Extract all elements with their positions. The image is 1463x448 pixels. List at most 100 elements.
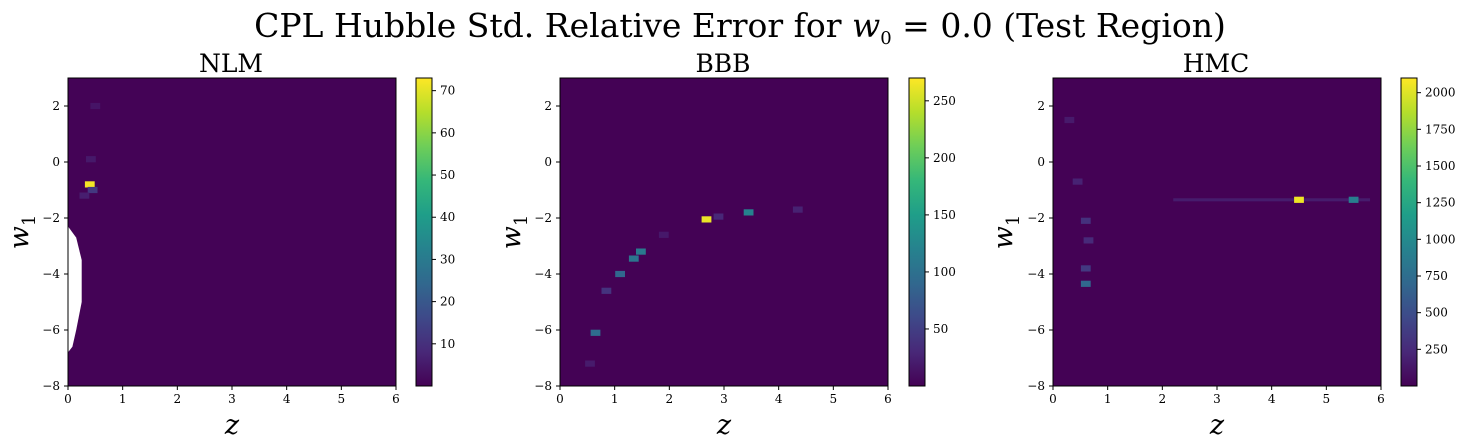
y-tick-label: −6 [534,323,552,337]
heatmap-cell-4 [615,270,625,278]
heatmap-cell-0 [84,181,95,188]
colorbar [416,78,432,386]
y-tick-label: 2 [52,99,60,113]
panel-title: HMC [1183,49,1250,78]
colorbar-tick-label: 100 [933,265,956,279]
colorbar [1401,78,1417,386]
colorbar-tick-label: 30 [440,252,455,266]
y-tick-label: −4 [42,267,60,281]
x-tick-label: 1 [1104,392,1112,406]
heatmap-cell-8 [792,206,803,213]
panel-hmc: HMC 0 1 2 3 4 5 6 2 0 −2 −4 −6 −8 z w1 250 500 750 1000 1250… [988,49,1456,441]
colorbar-tick-label: 2000 [1425,86,1456,100]
colorbar-tick-label: 50 [440,168,455,182]
x-tick-label: 0 [64,392,72,406]
colorbar-tick-label: 250 [933,94,956,108]
panel-title: BBB [695,49,750,78]
colorbar [909,78,925,386]
x-tick-label: 3 [1213,392,1221,406]
y-tick-label: 0 [52,155,60,169]
x-tick-label: 4 [283,392,291,406]
y-tick-label: 0 [544,155,552,169]
x-tick-label: 3 [228,392,236,406]
y-tick-label: −2 [534,211,552,225]
colorbar-tick-label: 1250 [1425,196,1456,210]
panel-title: NLM [199,49,263,78]
x-axis-label: z [224,410,240,441]
x-tick-label: 1 [119,392,127,406]
colorbar-tick-label: 1500 [1425,159,1456,173]
heatmap-cell-2 [79,192,90,199]
y-tick-label: −2 [42,211,60,225]
heatmap-cell-1 [1348,196,1359,203]
heatmap-cell-5 [590,329,601,336]
heatmap-cell-1 [87,186,98,194]
y-axis-label: w1 [988,215,1024,250]
heatmap-cell-3 [86,156,96,163]
y-tick-label: 2 [1037,99,1045,113]
heatmap-cell-3 [1080,217,1091,224]
heatmap-cell-0 [1294,196,1304,203]
colorbar-tick-label: 60 [440,126,455,140]
x-tick-label: 5 [1323,392,1331,406]
y-tick-label: −4 [534,267,552,281]
x-tick-label: 4 [1268,392,1276,406]
colorbar-frame [1400,77,1418,387]
x-tick-label: 2 [1159,392,1167,406]
y-tick-label: −6 [42,323,60,337]
colorbar-tick-label: 20 [440,295,455,309]
colorbar-frame [908,77,926,387]
y-tick-label: 0 [1037,155,1045,169]
y-tick-label: 2 [544,99,552,113]
heatmap-cell-10 [658,231,669,238]
x-tick-label: 0 [1049,392,1057,406]
heatmap-cell-4 [90,102,101,110]
heatmap-field [560,78,888,386]
missing-data-region [68,226,82,353]
colorbar-tick-label: 1750 [1425,122,1456,136]
x-axis-label: z [716,410,732,441]
colorbar-tick-label: 10 [440,337,455,351]
heatmap-cell-2 [1080,280,1091,287]
x-axis-label: z [1209,410,1225,441]
y-tick-label: −2 [1027,211,1045,225]
x-tick-label: 0 [556,392,564,406]
heatmap-cell-9 [585,360,595,367]
x-tick-label: 5 [338,392,346,406]
panel-bbb: BBB 0 1 2 3 4 5 6 2 0 −2 −4 −6 −8 z w1 50 100 150 200 250 [496,49,956,441]
heatmap-field [1053,78,1381,386]
figure-title: CPL Hubble Std. Relative Error for w0 = … [254,6,1226,49]
colorbar-tick-label: 50 [933,322,948,336]
y-axis-label: w1 [4,215,40,250]
heatmap-cell-0 [701,216,712,223]
heatmap-cell-7 [713,213,724,220]
x-tick-label: 2 [174,392,182,406]
colorbar-tick-label: 200 [933,151,956,165]
x-tick-label: 4 [775,392,783,406]
x-tick-label: 5 [830,392,838,406]
colorbar-tick-label: 150 [933,208,956,222]
heatmap-ridge [1173,198,1371,202]
x-tick-label: 6 [1377,392,1385,406]
heatmap-cell-5 [1080,265,1091,272]
heatmap-field [68,78,396,386]
y-tick-label: −8 [42,379,60,393]
y-axis-label: w1 [496,215,532,250]
colorbar-tick-label: 1000 [1425,232,1456,246]
heatmap-cell-1 [743,209,754,216]
heatmap-cell-4 [1083,237,1094,244]
heatmap-cell-6 [601,287,612,294]
heatmap-cell-7 [1064,116,1075,124]
y-tick-label: −8 [1027,379,1045,393]
y-tick-label: −8 [534,379,552,393]
x-tick-label: 1 [611,392,619,406]
x-tick-label: 6 [884,392,892,406]
colorbar-tick-label: 40 [440,210,455,224]
x-tick-label: 2 [666,392,674,406]
colorbar-tick-label: 750 [1425,269,1448,283]
heatmap-cell-6 [1072,178,1083,185]
heatmap-cell-2 [636,248,646,255]
x-tick-label: 3 [720,392,728,406]
